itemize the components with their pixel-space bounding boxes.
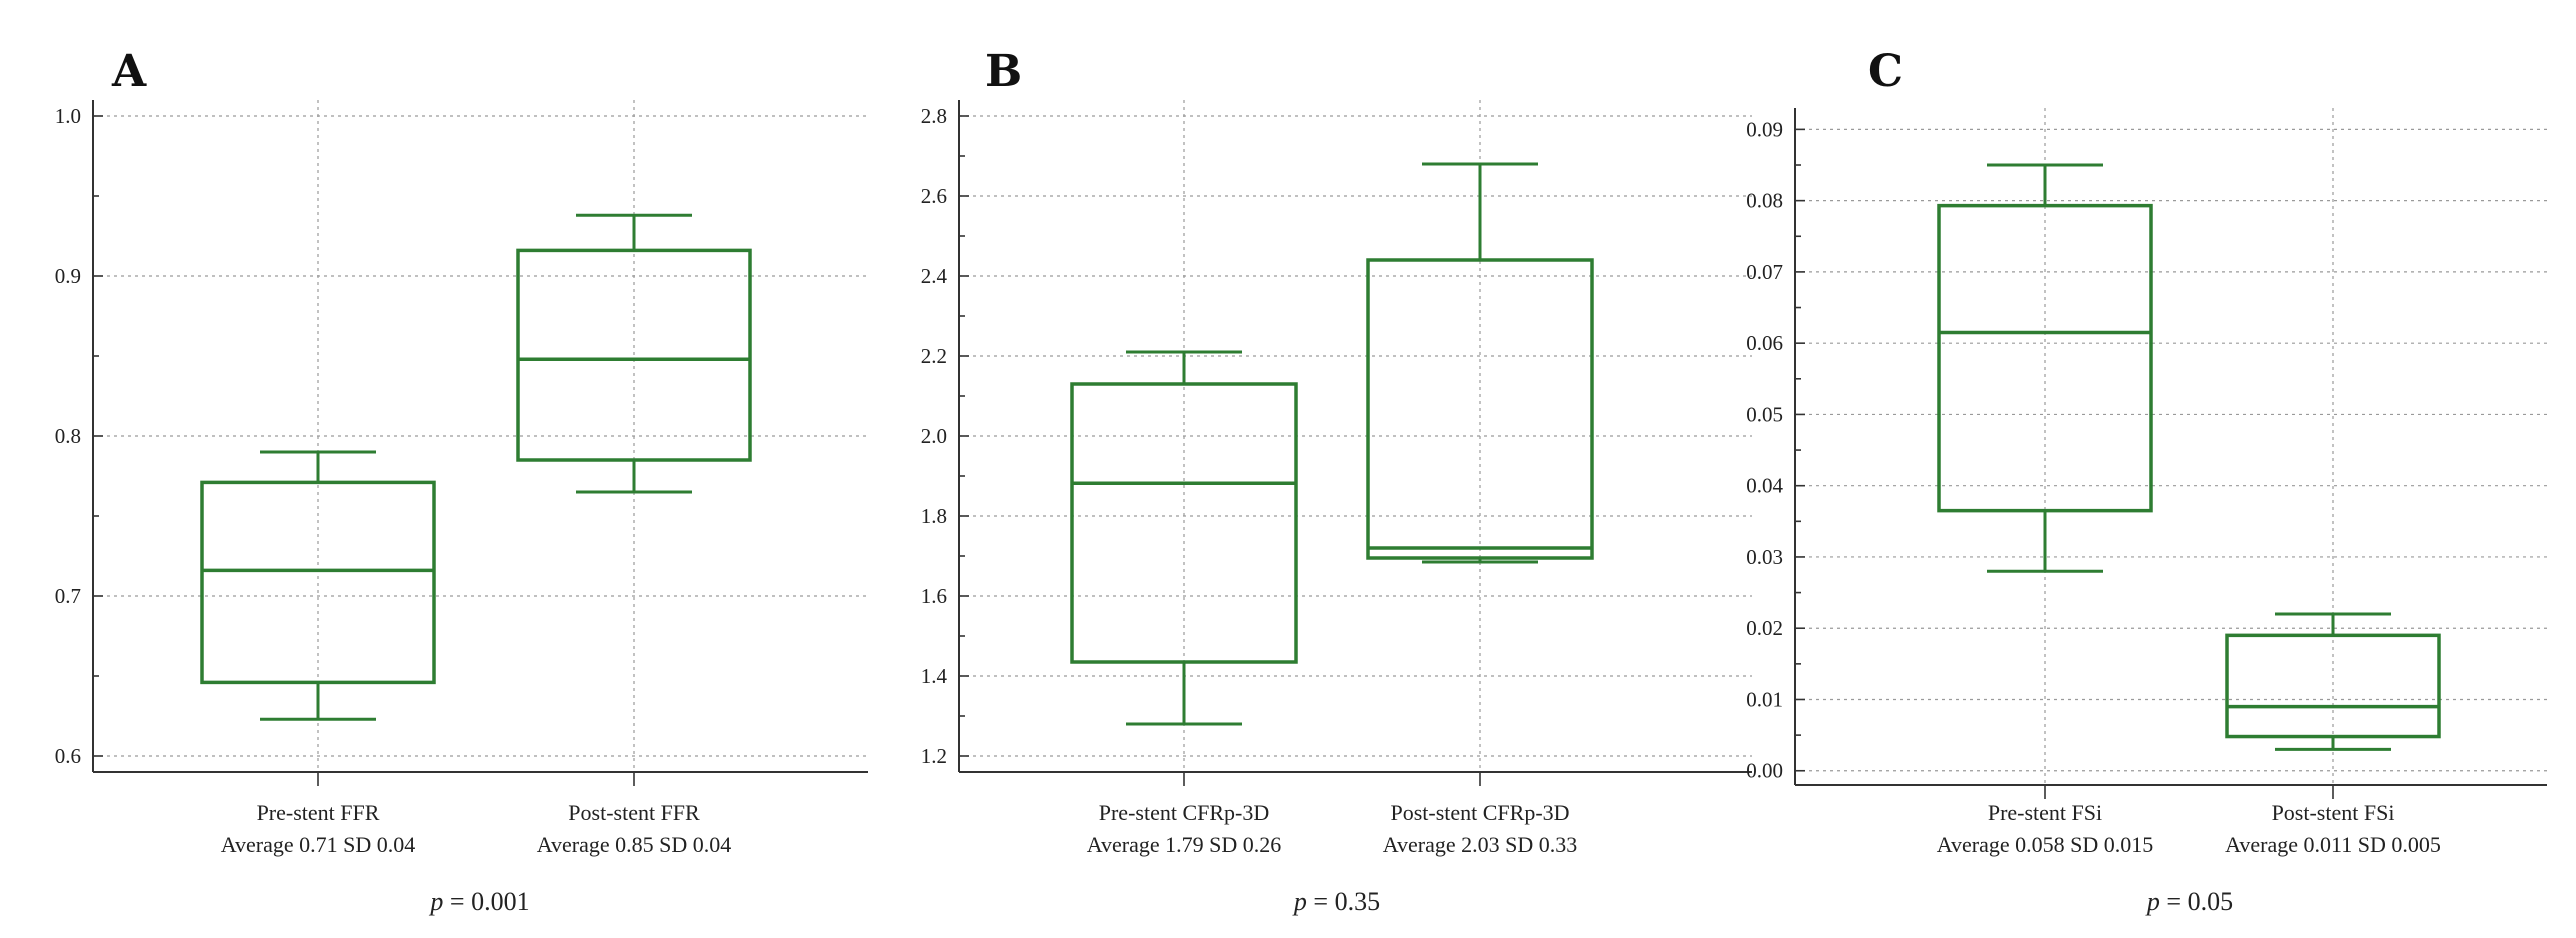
panel-c-ytick-label: 0.02 bbox=[1746, 616, 1783, 640]
panel-b-letter: B bbox=[985, 46, 1022, 97]
panel-c-p-value: p = 0.05 bbox=[2145, 887, 2233, 916]
panel-b-ytick-label: 1.8 bbox=[921, 504, 947, 528]
panel-a-grid bbox=[93, 100, 868, 772]
panel-a: A 0.6 0.7 0.8 0.9 1.0 Pre-stent FFR Average … bbox=[55, 46, 868, 916]
panel-c-ytick-label: 0.00 bbox=[1746, 759, 1783, 783]
panel-c-ytick-label: 0.05 bbox=[1746, 402, 1783, 426]
panel-a-cat-1-label: Post-stent FFR bbox=[568, 800, 700, 825]
panel-b-cat-1-label: Post-stent CFRp-3D bbox=[1390, 800, 1569, 825]
panel-b-cat-0-stats: Average 1.79 SD 0.26 bbox=[1087, 832, 1282, 857]
panel-b-p-value: p = 0.35 bbox=[1292, 887, 1380, 916]
panel-b-cat-0-label: Pre-stent CFRp-3D bbox=[1099, 800, 1270, 825]
panel-b-ytick-label: 2.0 bbox=[921, 424, 947, 448]
panel-a-cat-0-label: Pre-stent FFR bbox=[257, 800, 380, 825]
panel-a-ytick-label: 0.7 bbox=[55, 584, 81, 608]
panel-a-ytick-label: 0.9 bbox=[55, 264, 81, 288]
panel-b-boxes bbox=[1070, 162, 1594, 726]
panel-b-ytick-labels: 1.2 1.4 1.6 1.8 2.0 2.2 2.4 2.6 2.8 bbox=[921, 104, 948, 768]
panel-a-axes bbox=[92, 100, 868, 786]
panel-b: B 1.2 1.4 1.6 1.8 2.0 2.2 2.4 2.6 2.8 Pre-stent … bbox=[921, 46, 1752, 916]
panel-c-ytick-label: 0.07 bbox=[1746, 260, 1783, 284]
panel-c-cat-1-stats: Average 0.011 SD 0.005 bbox=[2225, 832, 2441, 857]
panel-a-ytick-labels: 0.6 0.7 0.8 0.9 1.0 bbox=[55, 104, 81, 768]
panel-c-ytick-label: 0.06 bbox=[1746, 331, 1783, 355]
panel-b-box-1-iqr bbox=[1366, 258, 1594, 560]
panel-b-box-0 bbox=[1070, 350, 1298, 726]
panel-c-grid bbox=[1795, 108, 2547, 785]
panel-c-cat-0-label: Pre-stent FSi bbox=[1988, 800, 2102, 825]
panel-c-p-number: = 0.05 bbox=[2160, 887, 2233, 916]
panel-a-ytick-label: 1.0 bbox=[55, 104, 81, 128]
panel-b-ytick-label: 2.2 bbox=[921, 344, 947, 368]
panel-a-box-0-iqr bbox=[200, 480, 436, 685]
panel-b-ytick-label: 2.4 bbox=[921, 264, 948, 288]
panel-c-box-1 bbox=[2225, 612, 2441, 751]
panel-c-ytick-label: 0.09 bbox=[1746, 117, 1783, 141]
panel-a-cat-1-stats: Average 0.85 SD 0.04 bbox=[537, 832, 732, 857]
panel-b-ytick-label: 1.4 bbox=[921, 664, 948, 688]
panel-c-letter: C bbox=[1868, 46, 1903, 97]
panel-a-p-value: p = 0.001 bbox=[428, 887, 529, 916]
panel-b-ytick-label: 1.2 bbox=[921, 744, 947, 768]
panel-a-letter: A bbox=[111, 46, 147, 97]
panel-c-boxes bbox=[1937, 163, 2441, 751]
panel-a-p-symbol: p bbox=[428, 887, 443, 916]
panel-a-box-0 bbox=[200, 450, 436, 721]
panel-a-box-1-iqr bbox=[516, 248, 752, 462]
panel-c-box-1-iqr bbox=[2225, 633, 2441, 739]
panel-b-grid bbox=[959, 100, 1752, 772]
panel-b-p-number: = 0.35 bbox=[1307, 887, 1380, 916]
panel-a-cat-0-stats: Average 0.71 SD 0.04 bbox=[221, 832, 416, 857]
panel-c-ytick-label: 0.03 bbox=[1746, 545, 1783, 569]
panel-c: C 0.000.010.020.030.040.050.060.070.080.… bbox=[1746, 46, 2547, 916]
panel-a-box-1 bbox=[516, 213, 752, 494]
panel-b-box-0-iqr bbox=[1070, 382, 1298, 664]
panel-c-box-0 bbox=[1937, 163, 2153, 573]
panel-c-ytick-labels: 0.00 0.01 0.02 0.03 0.04 0.05 0.06 0.07 0.08 0.09 bbox=[1746, 117, 1783, 782]
panel-c-ytick-label: 0.04 bbox=[1746, 474, 1783, 498]
panel-c-ytick-label: 0.01 bbox=[1746, 687, 1783, 711]
panel-a-boxes bbox=[200, 213, 752, 721]
panel-c-p-symbol: p bbox=[2145, 887, 2160, 916]
panel-b-box-1 bbox=[1366, 162, 1594, 564]
panel-b-axes bbox=[958, 100, 1752, 786]
panel-a-ytick-label: 0.8 bbox=[55, 424, 81, 448]
panel-b-p-symbol: p bbox=[1292, 887, 1307, 916]
panel-c-cat-1-label: Post-stent FSi bbox=[2272, 800, 2395, 825]
panel-c-axes bbox=[1794, 108, 2547, 799]
panel-c-box-0-iqr bbox=[1937, 203, 2153, 513]
panel-b-ytick-label: 2.6 bbox=[921, 184, 947, 208]
panel-c-cat-0-stats: Average 0.058 SD 0.015 bbox=[1937, 832, 2154, 857]
panel-a-ytick-label: 0.6 bbox=[55, 744, 81, 768]
panel-a-p-number: = 0.001 bbox=[443, 887, 529, 916]
panel-b-cat-1-stats: Average 2.03 SD 0.33 bbox=[1383, 832, 1578, 857]
panel-b-ytick-label: 2.8 bbox=[921, 104, 947, 128]
panel-b-ytick-label: 1.6 bbox=[921, 584, 947, 608]
panel-c-ytick-label: 0.08 bbox=[1746, 189, 1783, 213]
